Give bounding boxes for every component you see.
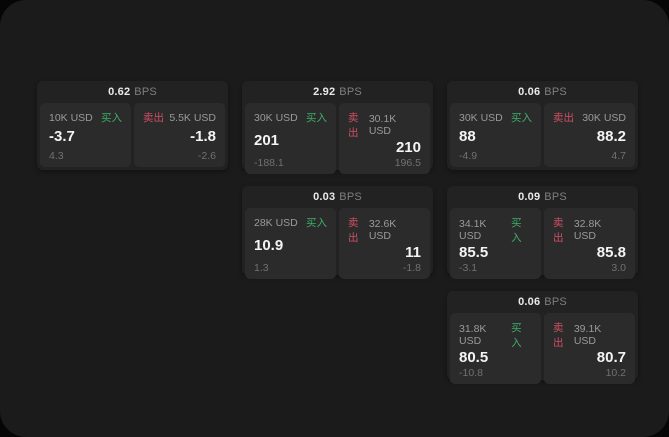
buy-label: 买入 <box>306 112 327 124</box>
card-body: 30K USD 买入 88 -4.9 卖出 30K USD 88.2 4.7 <box>447 103 638 170</box>
buy-pane[interactable]: 34.1K USD 买入 85.5 -3.1 <box>450 208 541 279</box>
bps-unit-label: BPS <box>134 86 157 98</box>
buy-label: 买入 <box>511 112 532 124</box>
buy-amount: 30K USD <box>459 111 503 124</box>
buy-amount: 31.8K USD <box>459 323 487 347</box>
card-body: 34.1K USD 买入 85.5 -3.1 卖出 32.8K USD 85.8… <box>447 208 638 282</box>
card-body: 31.8K USD 买入 80.5 -10.8 卖出 39.1K USD 80.… <box>447 313 638 387</box>
sell-price: 80.7 <box>596 349 626 366</box>
sell-amount: 5.5K USD <box>169 111 216 124</box>
sell-label: 卖出 <box>143 112 164 124</box>
sell-delta: -1.8 <box>402 261 421 274</box>
card-body: 28K USD 买入 10.9 1.3 卖出 32.6K USD 11 -1.8 <box>242 208 433 282</box>
quote-card: 0.03 BPS 28K USD 买入 10.9 1.3 卖出 <box>242 186 433 279</box>
buy-pane[interactable]: 31.8K USD 买入 80.5 -10.8 <box>450 313 541 384</box>
quote-card: 0.09 BPS 34.1K USD 买入 85.5 -3.1 卖出 <box>447 186 638 279</box>
buy-price: -3.7 <box>49 128 75 146</box>
sell-pane[interactable]: 卖出 30.1K USD 210 196.5 <box>339 103 430 174</box>
card-header: 0.09 BPS <box>447 186 638 208</box>
quote-card-grid: 0.62 BPS 10K USD 买入 -3.7 4.3 卖出 <box>37 81 638 384</box>
buy-amount: 34.1K USD <box>459 218 487 242</box>
bps-value: 0.62 <box>108 86 131 98</box>
card-header: 0.06 BPS <box>447 81 638 103</box>
bps-value: 0.06 <box>518 296 541 308</box>
sell-amount: 30.1K USD <box>368 113 397 137</box>
bps-unit-label: BPS <box>339 86 362 98</box>
buy-label: 买入 <box>306 217 327 229</box>
buy-delta: -3.1 <box>459 261 478 274</box>
buy-amount: 28K USD <box>254 216 298 229</box>
buy-price: 88 <box>459 128 476 146</box>
sell-pane[interactable]: 卖出 32.6K USD 11 -1.8 <box>339 208 430 279</box>
sell-pane[interactable]: 卖出 39.1K USD 80.7 10.2 <box>544 313 635 384</box>
bps-unit-label: BPS <box>544 191 567 203</box>
bps-value: 0.03 <box>313 191 336 203</box>
sell-delta: -2.6 <box>197 150 216 162</box>
buy-delta: -4.9 <box>459 150 478 162</box>
buy-label: 买入 <box>511 322 522 349</box>
buy-delta: 4.3 <box>49 150 64 162</box>
card-body: 30K USD 买入 201 -188.1 卖出 30.1K USD 210 1… <box>242 103 433 177</box>
sell-label: 卖出 <box>553 322 564 349</box>
sell-price: 11 <box>405 244 421 261</box>
buy-price: 10.9 <box>254 236 284 254</box>
card-header: 0.06 BPS <box>447 291 638 313</box>
buy-label: 买入 <box>101 112 122 124</box>
sell-price: -1.8 <box>190 128 216 146</box>
card-body: 10K USD 买入 -3.7 4.3 卖出 5.5K USD -1.8 -2.… <box>37 103 228 170</box>
bps-value: 0.09 <box>518 191 541 203</box>
buy-pane[interactable]: 30K USD 买入 88 -4.9 <box>450 103 541 167</box>
quote-card: 2.92 BPS 30K USD 买入 201 -188.1 卖出 <box>242 81 433 174</box>
sell-amount: 32.8K USD <box>573 218 602 242</box>
sell-delta: 3.0 <box>611 261 626 274</box>
sell-delta: 4.7 <box>611 150 626 162</box>
card-header: 0.62 BPS <box>37 81 228 103</box>
sell-amount: 32.6K USD <box>368 218 397 242</box>
quote-card: 0.06 BPS 31.8K USD 买入 80.5 -10.8 卖 <box>447 291 638 384</box>
sell-pane[interactable]: 卖出 5.5K USD -1.8 -2.6 <box>134 103 225 167</box>
sell-label: 卖出 <box>348 217 359 244</box>
buy-pane[interactable]: 10K USD 买入 -3.7 4.3 <box>40 103 131 167</box>
sell-delta: 10.2 <box>605 366 626 379</box>
sell-amount: 39.1K USD <box>573 323 602 347</box>
bps-unit-label: BPS <box>544 86 567 98</box>
bps-value: 0.06 <box>518 86 541 98</box>
buy-pane[interactable]: 28K USD 买入 10.9 1.3 <box>245 208 336 279</box>
buy-price: 80.5 <box>459 349 489 366</box>
buy-price: 85.5 <box>459 244 489 261</box>
bps-unit-label: BPS <box>339 191 362 203</box>
sell-amount: 30K USD <box>582 111 626 124</box>
quote-card: 0.62 BPS 10K USD 买入 -3.7 4.3 卖出 <box>37 81 228 170</box>
buy-delta: -188.1 <box>254 156 284 169</box>
sell-price: 210 <box>395 139 421 156</box>
sell-price: 88.2 <box>596 128 626 146</box>
card-header: 0.03 BPS <box>242 186 433 208</box>
buy-label: 买入 <box>511 217 522 244</box>
buy-amount: 30K USD <box>254 111 298 124</box>
card-header: 2.92 BPS <box>242 81 433 103</box>
sell-pane[interactable]: 卖出 30K USD 88.2 4.7 <box>544 103 635 167</box>
bps-unit-label: BPS <box>544 296 567 308</box>
buy-amount: 10K USD <box>49 111 93 124</box>
buy-delta: -10.8 <box>459 366 483 379</box>
buy-price: 201 <box>254 131 280 149</box>
sell-label: 卖出 <box>553 112 574 124</box>
buy-pane[interactable]: 30K USD 买入 201 -188.1 <box>245 103 336 174</box>
sell-delta: 196.5 <box>394 156 421 169</box>
buy-delta: 1.3 <box>254 261 269 274</box>
sell-price: 85.8 <box>596 244 626 261</box>
sell-pane[interactable]: 卖出 32.8K USD 85.8 3.0 <box>544 208 635 279</box>
bps-value: 2.92 <box>313 86 336 98</box>
quote-card: 0.06 BPS 30K USD 买入 88 -4.9 卖出 <box>447 81 638 170</box>
sell-label: 卖出 <box>553 217 564 244</box>
sell-label: 卖出 <box>348 112 359 139</box>
